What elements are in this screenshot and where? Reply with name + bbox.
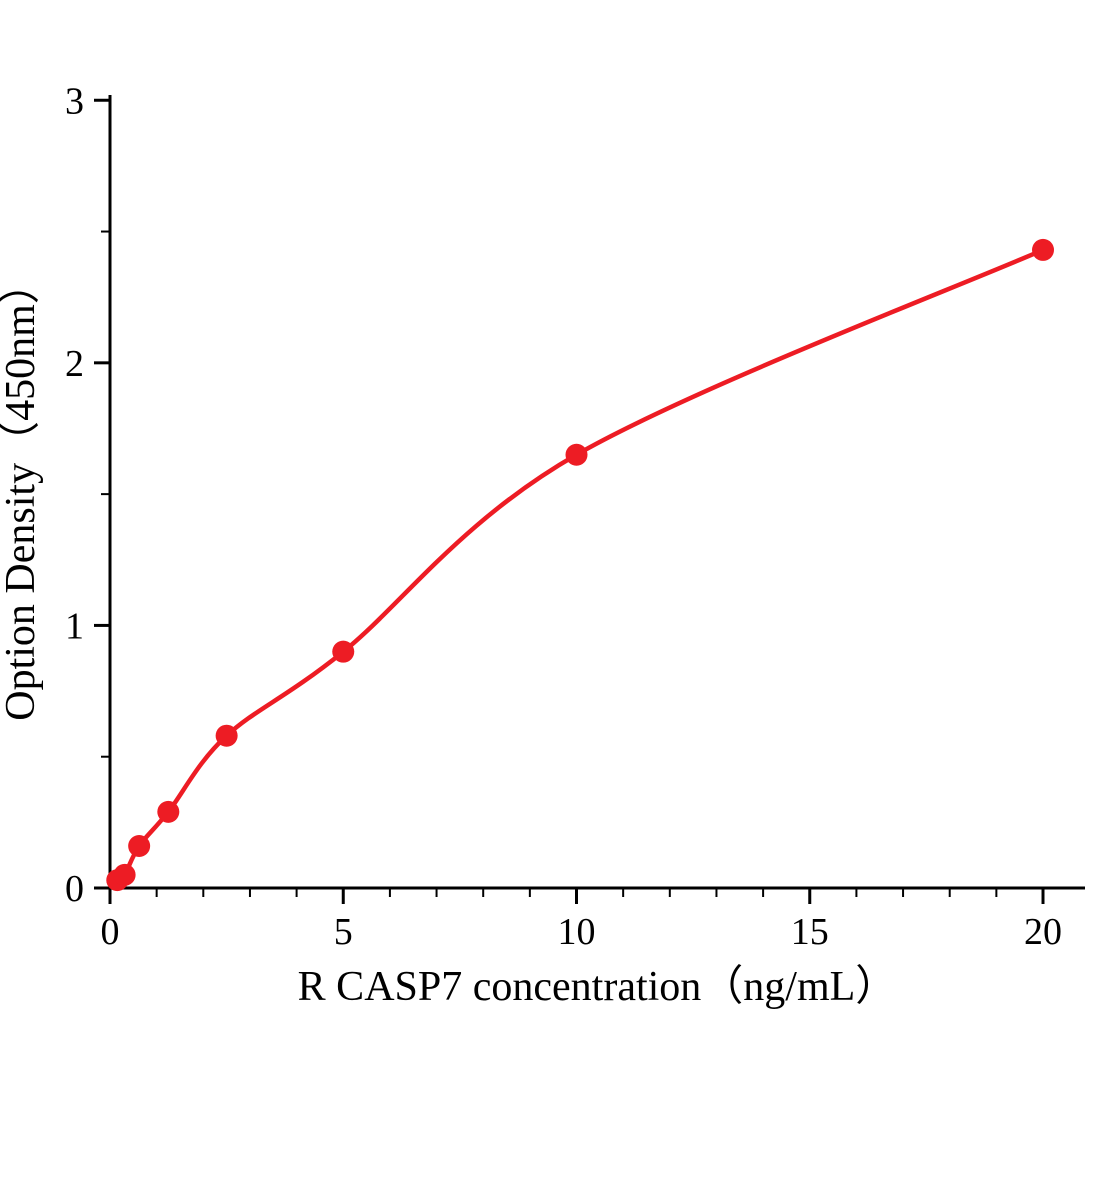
data-point <box>1032 238 1055 261</box>
data-point <box>215 724 238 747</box>
data-point <box>332 640 355 663</box>
y-tick-label: 0 <box>65 868 84 910</box>
fit-curve <box>115 247 1046 883</box>
x-tick-label: 0 <box>101 911 120 953</box>
y-tick-label: 1 <box>65 605 84 647</box>
x-axis-title: R CASP7 concentration（ng/mL） <box>298 964 898 1010</box>
data-point <box>113 863 136 886</box>
x-tick-label: 20 <box>1024 911 1062 953</box>
x-tick-label: 5 <box>334 911 353 953</box>
data-point <box>157 800 180 823</box>
y-axis-title: Option Density（450nm） <box>0 262 44 721</box>
x-tick-label: 10 <box>558 911 596 953</box>
y-tick-label: 3 <box>65 80 84 122</box>
data-point <box>565 443 588 466</box>
y-tick-label: 2 <box>65 343 84 385</box>
x-tick-label: 15 <box>791 911 829 953</box>
data-point <box>128 834 151 857</box>
